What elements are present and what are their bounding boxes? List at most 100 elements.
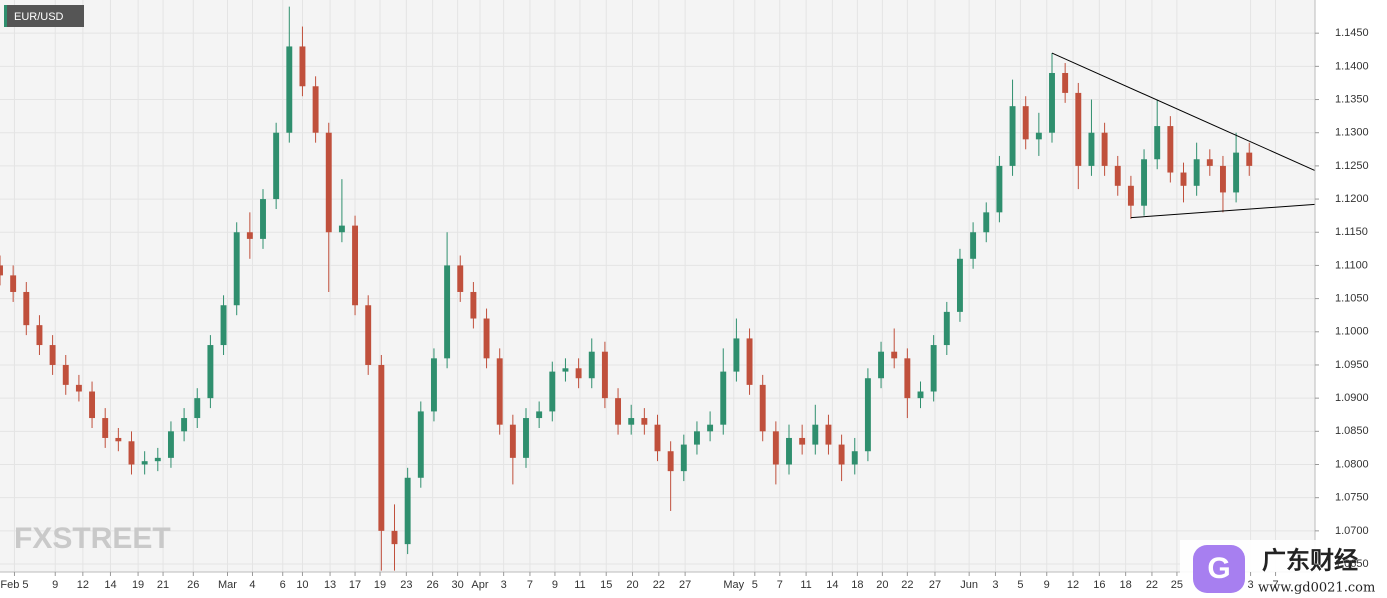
candle-body [759, 384, 766, 432]
candle-body [365, 305, 372, 365]
candle-body [128, 441, 135, 465]
candle-body [654, 424, 661, 452]
candle-body [207, 345, 214, 399]
candle-body [772, 431, 779, 465]
candle-body [391, 530, 398, 545]
candle-body [812, 424, 819, 445]
x-tick-label: 15 [600, 579, 612, 591]
x-tick-label: 7 [1272, 579, 1278, 591]
candle-body [1101, 132, 1108, 166]
candle-body [707, 424, 714, 432]
y-tick-label: 1.1200 [1335, 193, 1369, 205]
x-tick-label: 9 [52, 579, 58, 591]
candle-body [457, 265, 464, 292]
x-tick-label: 27 [929, 579, 941, 591]
x-tick-label: 3 [992, 579, 998, 591]
candle-body [523, 418, 529, 458]
candle-body [352, 225, 359, 306]
y-tick-label: 1.0900 [1335, 392, 1369, 404]
x-tick-label: May [723, 579, 744, 591]
candle-body [1206, 159, 1213, 166]
candle-body [1114, 165, 1121, 186]
y-tick-label: 1.1000 [1335, 326, 1369, 338]
candle-body [628, 418, 635, 425]
candle-body [1219, 165, 1226, 193]
x-tick-label: 20 [876, 579, 888, 591]
x-tick-label: 14 [104, 579, 116, 591]
x-tick-label: 11 [800, 579, 811, 591]
x-tick-label: Feb 5 [0, 579, 28, 591]
x-tick-label: 22 [901, 579, 913, 591]
candle-body [891, 351, 898, 359]
x-tick-label: 7 [527, 579, 533, 591]
candle-body [312, 86, 319, 133]
y-tick-label: 1.0850 [1335, 425, 1369, 437]
grid [0, 0, 1315, 572]
x-tick-label: 14 [826, 579, 838, 591]
candle-body [1022, 106, 1029, 140]
candle-body [838, 444, 845, 465]
candle-body [996, 165, 1003, 213]
candle-body [693, 431, 700, 445]
candle-body [1141, 159, 1148, 206]
candle-body [509, 424, 516, 458]
y-tick-label: 1.1050 [1335, 293, 1369, 305]
x-tick-label: 9 [552, 579, 558, 591]
x-tick-label: Jun [960, 579, 978, 591]
candle-body [1035, 132, 1042, 140]
candle-body [260, 199, 266, 239]
x-tick-label: 22 [653, 579, 665, 591]
candle-body [943, 311, 950, 346]
trendline [1130, 203, 1316, 219]
y-tick-label: 1.0800 [1335, 458, 1369, 470]
x-tick-label: 30 [451, 579, 463, 591]
candle-body [23, 291, 30, 326]
candle-body [483, 318, 490, 359]
candle-body [167, 431, 174, 458]
x-tick-label: 18 [851, 579, 863, 591]
candle-body [1075, 92, 1082, 166]
candle-body [286, 46, 293, 133]
x-tick-label: 25 [1171, 579, 1183, 591]
candle-body [115, 437, 122, 442]
candle-body [615, 398, 622, 425]
plot-background [0, 0, 1315, 572]
x-tick-label: 3 [501, 579, 507, 591]
candle-body [904, 358, 911, 399]
chart-title: EUR/USD [14, 11, 64, 23]
x-tick-label: 26 [187, 579, 199, 591]
x-tick-label: 6 [280, 579, 286, 591]
title-box [4, 5, 84, 27]
candle-body [1049, 72, 1055, 133]
candle-body [562, 368, 569, 372]
trendline [1051, 52, 1316, 171]
candle-body [430, 358, 437, 412]
candle-body [851, 451, 858, 465]
candle-body [878, 351, 885, 379]
x-tick-label: 10 [296, 579, 308, 591]
y-tick-label: 1.1300 [1335, 127, 1369, 139]
candle-body [496, 358, 503, 425]
candle-body [10, 275, 17, 292]
x-tick-label: 3 [1248, 579, 1254, 591]
candle-body [864, 378, 871, 452]
x-tick-label: 20 [626, 579, 638, 591]
candle-body [444, 265, 451, 359]
candle-body [1127, 185, 1134, 206]
x-tick-label: 13 [324, 579, 336, 591]
candle-body [0, 265, 3, 276]
x-tick-label: 4 [249, 579, 255, 591]
title-accent [4, 5, 7, 27]
candle-body [588, 351, 595, 379]
x-tick-label: 21 [157, 579, 169, 591]
candle-body [575, 368, 582, 379]
y-tick-label: 1.1400 [1335, 60, 1369, 72]
y-tick-label: 1.0700 [1335, 525, 1369, 537]
x-tick-label: 11 [574, 579, 585, 591]
candle-body [1167, 126, 1174, 173]
watermark: FXSTREET [14, 522, 171, 555]
candle-body [404, 477, 411, 545]
x-tick-label: 5 [1017, 579, 1023, 591]
candle-body [720, 371, 727, 425]
candle-body [273, 132, 280, 200]
